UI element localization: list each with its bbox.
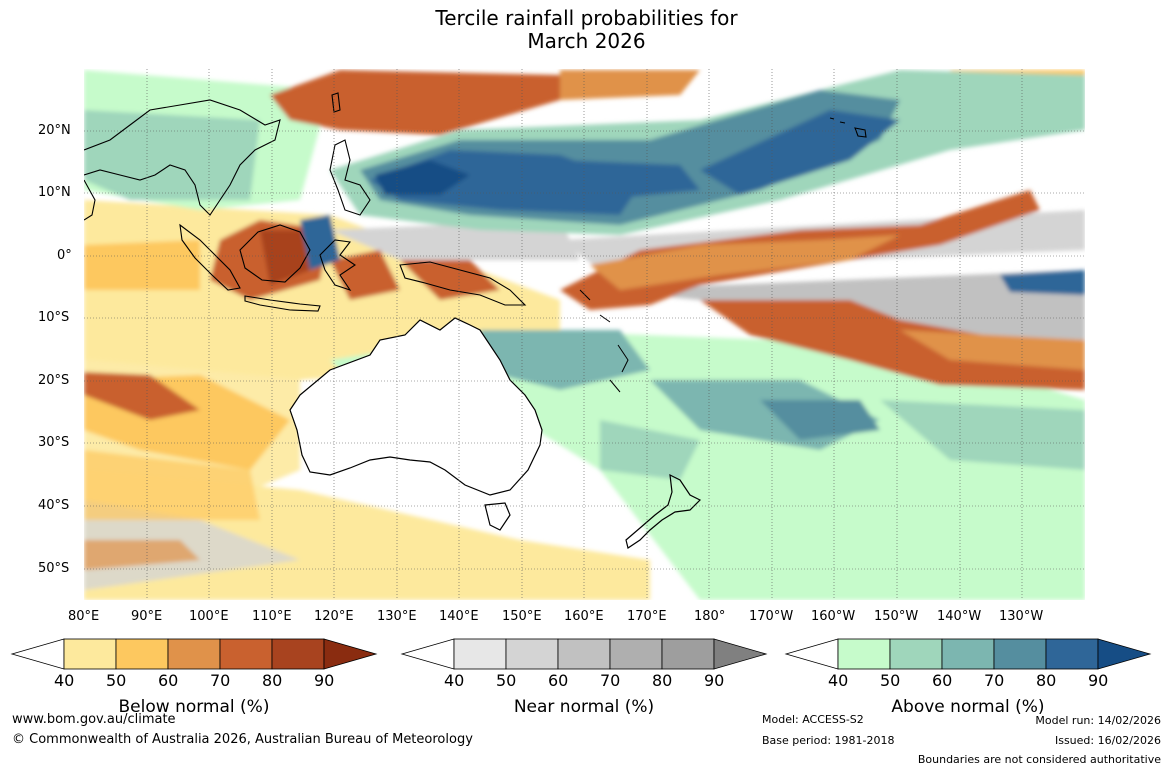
colorbar-below-normal	[10, 638, 378, 670]
colorbar-above-normal	[784, 638, 1152, 670]
colorbar-segment	[941, 638, 995, 670]
cb-below-tick-90: 90	[314, 671, 335, 690]
cb-above-caption: Above normal (%)	[891, 697, 1045, 717]
colorbar-segment	[505, 638, 559, 670]
sumatra-outline	[179, 223, 241, 291]
colorbar-segment	[167, 638, 221, 670]
new-zealand-outline	[625, 473, 702, 549]
probability-field	[84, 69, 1085, 600]
cb-above-tick-90: 90	[1088, 671, 1109, 690]
australia-outline	[289, 317, 543, 496]
colorbar-segment	[1045, 638, 1099, 670]
lon-label-170e: 170°E	[627, 609, 667, 624]
cb-near-tick-40: 40	[444, 671, 465, 690]
colorbar-segment	[453, 638, 507, 670]
cb-near-tick-60: 60	[548, 671, 569, 690]
footer-url: www.bom.gov.au/climate	[12, 712, 176, 727]
cb-below-tick-80: 80	[262, 671, 283, 690]
sulawesi-outline	[319, 239, 356, 292]
colorbar-segment	[661, 638, 715, 670]
lon-label-110e: 110°E	[252, 609, 292, 624]
colorbar-segment	[993, 638, 1047, 670]
map-title-line2: March 2026	[527, 29, 646, 53]
cb-below-caption: Below normal (%)	[118, 697, 270, 717]
footer-model: Model: ACCESS-S2	[762, 713, 864, 726]
cb-near-tick-80: 80	[652, 671, 673, 690]
colorbar-segment	[63, 638, 117, 670]
colorbar-min-arrow	[784, 638, 839, 670]
graticule	[84, 69, 1085, 600]
lat-label-20s: 20°S	[38, 373, 70, 388]
cb-below-tick-50: 50	[106, 671, 127, 690]
colorbar-segment	[889, 638, 943, 670]
lat-label-50s: 50°S	[38, 561, 70, 576]
lon-label-80e: 80°E	[68, 609, 100, 624]
footer-disclaimer: Boundaries are not considered authoritat…	[917, 753, 1161, 766]
se-asia-outline	[84, 99, 281, 216]
lon-label-180: 180°	[694, 609, 726, 624]
lat-label-10s: 10°S	[38, 310, 70, 325]
borneo-outline	[239, 224, 311, 283]
lon-label-160e: 160°E	[564, 609, 604, 624]
colorbar-min-arrow	[10, 638, 65, 670]
lon-label-140e: 140°E	[439, 609, 479, 624]
new-guinea-outline	[399, 261, 527, 306]
colorbar-max-arrow	[323, 638, 378, 670]
colorbar-near-normal	[400, 638, 768, 670]
cb-near-tick-50: 50	[496, 671, 517, 690]
cb-above-tick-40: 40	[828, 671, 849, 690]
lat-label-10n: 10°N	[38, 185, 71, 200]
cb-near-tick-90: 90	[704, 671, 725, 690]
taiwan-outline	[331, 92, 341, 113]
lon-label-150e: 150°E	[502, 609, 542, 624]
colorbar-max-arrow	[713, 638, 768, 670]
colorbar-max-arrow	[1097, 638, 1152, 670]
colorbar-segment	[271, 638, 325, 670]
cb-near-caption: Near normal (%)	[513, 697, 655, 717]
colorbar-segment	[219, 638, 273, 670]
footer-issued: Issued: 16/02/2026	[1054, 734, 1161, 747]
tasmania-outline	[484, 502, 511, 531]
cb-below-tick-70: 70	[210, 671, 231, 690]
lon-label-140w: 140°W	[937, 609, 982, 624]
footer-base-period: Base period: 1981-2018	[762, 734, 895, 747]
lat-label-30s: 30°S	[38, 435, 70, 450]
lon-label-90e: 90°E	[131, 609, 163, 624]
lat-label-20n: 20°N	[38, 123, 71, 138]
philippines-outline	[329, 139, 371, 216]
cb-above-tick-60: 60	[932, 671, 953, 690]
cb-above-tick-50: 50	[880, 671, 901, 690]
footer-copyright: © Commonwealth of Australia 2026, Austra…	[12, 732, 473, 747]
hawaii-outline	[829, 117, 867, 138]
lon-label-150w: 150°W	[874, 609, 919, 624]
colorbar-segment	[609, 638, 663, 670]
cb-near-tick-70: 70	[600, 671, 621, 690]
map-title-line1: Tercile rainfall probabilities for	[435, 6, 738, 30]
cb-below-tick-60: 60	[158, 671, 179, 690]
lon-label-130w: 130°W	[999, 609, 1044, 624]
colorbar-segment	[557, 638, 611, 670]
lon-label-120e: 120°E	[314, 609, 354, 624]
cb-below-tick-40: 40	[54, 671, 75, 690]
cb-above-tick-80: 80	[1036, 671, 1057, 690]
lat-label-equator: 0°	[57, 248, 72, 263]
colorbar-segment	[837, 638, 891, 670]
java-outline	[244, 295, 321, 312]
lon-label-160w: 160°W	[811, 609, 856, 624]
lon-label-130e: 130°E	[377, 609, 417, 624]
footer-model-run: Model run: 14/02/2026	[1035, 714, 1161, 727]
lon-label-170w: 170°W	[749, 609, 794, 624]
colorbar-min-arrow	[400, 638, 455, 670]
lon-label-100e: 100°E	[189, 609, 229, 624]
lat-label-40s: 40°S	[38, 498, 70, 513]
cb-above-tick-70: 70	[984, 671, 1005, 690]
colorbar-segment	[115, 638, 169, 670]
